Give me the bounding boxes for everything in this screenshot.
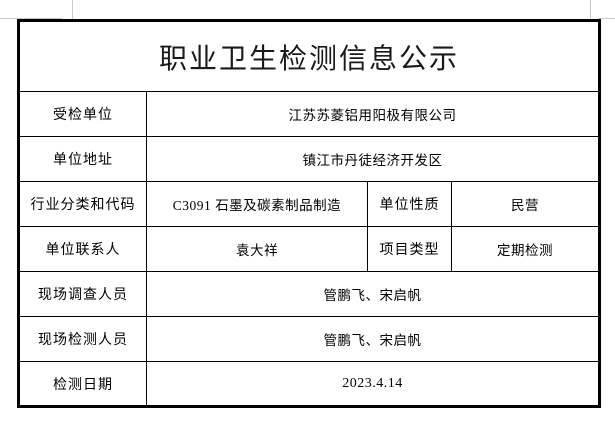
table-row-site-survey-personnel: 现场调查人员 管鹏飞、宋启帆 — [18, 271, 601, 317]
row-label-industry-classification: 行业分类和代码 — [18, 181, 147, 227]
table-row-inspected-unit: 受检单位 江苏苏菱铝用阳极有限公司 — [18, 91, 601, 137]
row-label-site-testing-personnel: 现场检测人员 — [18, 316, 147, 362]
row-value-unit-nature: 民营 — [450, 181, 601, 227]
crop-mark-top-right-horizontal — [598, 18, 615, 19]
table-row-unit-address: 单位地址 镇江市丹徒经济开发区 — [18, 136, 601, 182]
occupational-health-disclosure-table: 职业卫生检测信息公示 受检单位 江苏苏菱铝用阳极有限公司 单位地址 镇江市丹徒经… — [17, 19, 602, 408]
page-title: 职业卫生检测信息公示 — [17, 20, 601, 92]
row-value-industry-classification: C3091 石墨及碳素制品制造 — [146, 181, 368, 227]
row-value-project-type: 定期检测 — [450, 226, 601, 272]
row-value-site-testing-personnel: 管鹏飞、宋启帆 — [145, 316, 601, 362]
row-value-site-survey-personnel: 管鹏飞、宋启帆 — [145, 271, 601, 317]
crop-mark-top-left-vertical — [72, 0, 73, 19]
row-value-contact-person: 袁大祥 — [146, 226, 368, 272]
crop-mark-top-right-vertical — [590, 0, 591, 19]
title-row: 职业卫生检测信息公示 — [17, 20, 601, 92]
table-row-contact-person: 单位联系人 袁大祥 项目类型 定期检测 — [18, 226, 601, 272]
row-value-unit-address: 镇江市丹徒经济开发区 — [145, 136, 601, 182]
row-label-site-survey-personnel: 现场调查人员 — [18, 271, 147, 317]
row-label-inspected-unit: 受检单位 — [18, 91, 147, 137]
row-value-inspected-unit: 江苏苏菱铝用阳极有限公司 — [145, 91, 601, 137]
row-label-unit-address: 单位地址 — [18, 136, 147, 182]
industry-code: C3091 — [172, 198, 216, 213]
row-label-unit-nature: 单位性质 — [367, 181, 452, 227]
table-row-site-testing-personnel: 现场检测人员 管鹏飞、宋启帆 — [18, 316, 601, 362]
table-row-industry-classification: 行业分类和代码 C3091 石墨及碳素制品制造 单位性质 民营 — [18, 181, 601, 227]
row-value-test-date: 2023.4.14 — [145, 361, 601, 407]
row-label-test-date: 检测日期 — [18, 361, 147, 407]
row-label-contact-person: 单位联系人 — [18, 226, 147, 272]
row-label-project-type: 项目类型 — [367, 226, 452, 272]
crop-mark-top-left-horizontal — [0, 18, 62, 19]
table-row-test-date: 检测日期 2023.4.14 — [18, 361, 601, 407]
industry-name: 石墨及碳素制品制造 — [215, 198, 342, 213]
